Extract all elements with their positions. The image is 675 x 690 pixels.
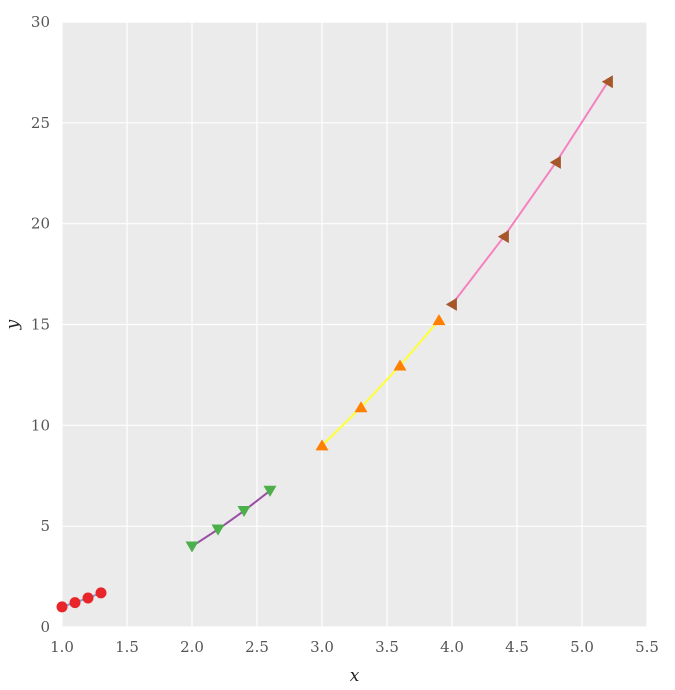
series-1-point: [95, 587, 107, 599]
x-tick-label: 3.0: [310, 638, 334, 656]
x-tick-labels: 1.0 1.5 2.0 2.5 3.0 3.5 4.0 4.5 5.0 5.5: [50, 638, 659, 656]
series-4-point: [601, 75, 613, 89]
series-2-point: [211, 524, 225, 536]
x-tick-label: 5.5: [635, 638, 659, 656]
y-axis-label: y: [3, 319, 23, 330]
series-3-point: [432, 314, 446, 326]
x-axis-label: x: [350, 666, 360, 686]
y-tick-label: 5: [40, 517, 50, 535]
series-1-point: [82, 592, 94, 604]
series-2-point: [263, 485, 277, 497]
y-tick-label: 0: [40, 618, 50, 636]
series-3-point: [354, 401, 368, 413]
y-tick-labels: 0 5 10 15 20 25 30: [31, 13, 50, 636]
x-tick-label: 5.0: [570, 638, 594, 656]
y-tick-label: 25: [31, 114, 50, 132]
y-tick-label: 20: [31, 215, 50, 233]
x-tick-label: 2.0: [180, 638, 204, 656]
x-tick-label: 3.5: [375, 638, 399, 656]
series-4-line: [451, 81, 609, 305]
series-3-point: [315, 439, 329, 451]
series-2-line: [191, 489, 271, 548]
series-1-point: [56, 601, 68, 613]
series-4-point: [445, 297, 457, 311]
series-lines: [61, 81, 609, 608]
y-tick-label: 30: [31, 13, 50, 31]
series-4-point: [549, 155, 561, 169]
x-tick-label: 1.0: [50, 638, 74, 656]
x-tick-label: 2.5: [245, 638, 269, 656]
series-1-line: [61, 591, 102, 608]
y-tick-label: 15: [31, 316, 50, 334]
series-3-point: [393, 359, 407, 371]
series-4-point: [497, 230, 509, 244]
x-tick-label: 1.5: [115, 638, 139, 656]
x-tick-label: 4.5: [505, 638, 529, 656]
series-1-point: [69, 597, 81, 609]
series-3-line: [321, 319, 440, 447]
y-tick-label: 10: [31, 416, 50, 434]
x-tick-label: 4.0: [440, 638, 464, 656]
series-2-point: [185, 541, 199, 553]
series-2-point: [237, 505, 251, 518]
series-markers: [56, 75, 613, 613]
